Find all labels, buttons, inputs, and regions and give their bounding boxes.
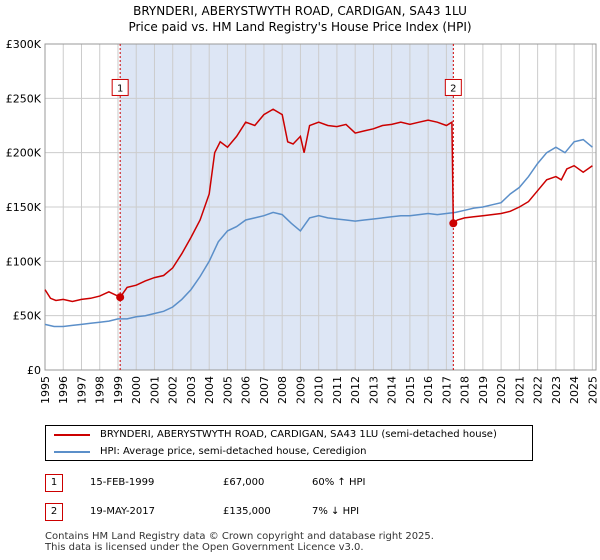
legend-label-property: BRYNDERI, ABERYSTWYTH ROAD, CARDIGAN, SA… [100, 429, 497, 440]
x-tick-label: 1999 [112, 376, 125, 404]
transaction-hpi: 60% ↑ HPI [312, 477, 366, 488]
x-tick-label: 1997 [75, 376, 88, 404]
price-chart: £0 £50K £100K £150K £200K £250K £300K 1995 1996 1… [6, 38, 600, 404]
x-tick-label: 2022 [532, 376, 545, 404]
y-tick-label: £150K [6, 201, 42, 214]
x-tick-label: 2008 [276, 376, 289, 404]
x-tick-label: 2000 [130, 376, 143, 404]
x-tick-label: 2006 [240, 376, 253, 404]
sale-point [449, 219, 458, 228]
x-tick-label: 2012 [349, 376, 362, 404]
transaction-number: 1 [45, 474, 63, 492]
x-tick-label: 2009 [294, 376, 307, 404]
legend: BRYNDERI, ABERYSTWYTH ROAD, CARDIGAN, SA… [45, 425, 533, 461]
x-tick-label: 2018 [459, 376, 472, 404]
x-tick-label: 2002 [167, 376, 180, 404]
x-tick-label: 1996 [57, 376, 70, 404]
sale-point [116, 293, 125, 302]
x-tick-label: 2010 [313, 376, 326, 404]
y-tick-label: £50K [13, 310, 42, 323]
x-tick-label: 2011 [331, 376, 344, 404]
sale-marker-label: 1 [117, 83, 123, 94]
plot-frame [44, 43, 597, 371]
x-tick-label: 2020 [495, 376, 508, 404]
x-tick-label: 2023 [550, 376, 563, 404]
x-tick-label: 2013 [367, 376, 380, 404]
x-tick-label: 2015 [404, 376, 417, 404]
x-tick-label: 1995 [39, 376, 52, 404]
legend-swatch-hpi [54, 451, 90, 453]
x-tick-label: 2025 [586, 376, 599, 404]
sale-marker-box [444, 78, 462, 96]
y-tick-label: £0 [27, 364, 41, 377]
transaction-date: 19-MAY-2017 [90, 506, 156, 517]
x-tick-label: 2019 [477, 376, 490, 404]
x-tick-label: 1998 [94, 376, 107, 404]
property-price-line [44, 108, 593, 303]
transaction-date: 15-FEB-1999 [90, 477, 155, 488]
x-tick-label: 2005 [221, 376, 234, 404]
y-tick-label: £200K [6, 147, 42, 160]
transaction-price: £135,000 [223, 506, 271, 517]
sale-marker-label: 2 [450, 83, 456, 94]
x-tick-label: 2016 [422, 376, 435, 404]
transaction-price: £67,000 [223, 477, 265, 488]
x-tick-label: 2021 [513, 376, 526, 404]
hpi-series-line [44, 138, 593, 328]
chart-title: BRYNDERI, ABERYSTWYTH ROAD, CARDIGAN, SA… [133, 4, 467, 18]
footer-licence: This data is licensed under the Open Gov… [45, 542, 364, 553]
x-tick-label: 2014 [386, 376, 399, 404]
chart-subtitle: Price paid vs. HM Land Registry's House … [128, 20, 472, 34]
x-tick-label: 2003 [185, 376, 198, 404]
x-tick-label: 2024 [568, 376, 581, 404]
x-tick-label: 2001 [148, 376, 161, 404]
x-tick-label: 2017 [440, 376, 453, 404]
transaction-hpi: 7% ↓ HPI [312, 506, 360, 517]
transaction-number: 2 [45, 503, 63, 521]
sale-marker-box [111, 78, 129, 96]
legend-label-hpi: HPI: Average price, semi-detached house,… [100, 446, 367, 457]
footer-copyright: Contains HM Land Registry data © Crown c… [45, 531, 434, 542]
x-tick-label: 2007 [258, 376, 271, 404]
y-tick-label: £250K [6, 92, 42, 105]
x-tick-label: 2004 [203, 376, 216, 404]
y-tick-label: £300K [6, 38, 42, 51]
y-tick-label: £100K [6, 255, 42, 268]
legend-swatch-property [54, 434, 90, 436]
